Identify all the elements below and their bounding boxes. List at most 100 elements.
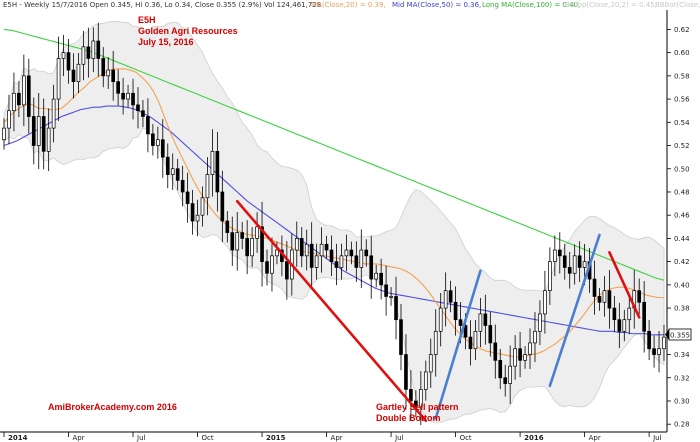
candle-body (438, 307, 443, 332)
y-tick-label: 0.44 (674, 235, 690, 243)
candle-body (190, 203, 195, 222)
candle-body (493, 342, 498, 361)
candle-body (2, 127, 6, 141)
candle-body (443, 290, 448, 309)
candle-body (111, 69, 116, 83)
annotation-date: July 15, 2016 (138, 37, 194, 47)
candle-body (46, 127, 51, 152)
candle-body (364, 249, 369, 257)
candle-body (141, 110, 145, 117)
candle-body (146, 116, 150, 135)
candle-body (324, 243, 329, 251)
candle-body (458, 319, 463, 326)
candle-body (344, 249, 349, 257)
candle-body (557, 249, 562, 257)
candle-body (116, 81, 120, 94)
candle-body (12, 92, 16, 112)
candle-body (642, 301, 646, 332)
candle-body (334, 261, 339, 268)
candle-body (552, 249, 557, 262)
candle-body (612, 307, 617, 321)
candle-body (299, 238, 304, 257)
candle-body (428, 354, 433, 373)
y-tick-label: 0.32 (674, 374, 690, 382)
candle-body (314, 255, 319, 268)
candle-body (369, 255, 374, 280)
header-ma100: Long MA(Close,100) = 0.40, (482, 1, 580, 9)
candle-body (285, 261, 289, 280)
candle-body (647, 330, 651, 350)
x-tick-label: Apr (73, 434, 85, 442)
candle-body (265, 261, 269, 274)
candle-body (250, 238, 254, 257)
candle-body (22, 75, 26, 106)
candle-body (622, 319, 627, 332)
annotation-pattern-2: Double Bottom (376, 413, 441, 423)
candle-body (409, 389, 413, 402)
candle-body (478, 313, 483, 332)
y-tick-label: 0.50 (674, 165, 690, 173)
candle-body (627, 307, 632, 321)
candle-body (637, 290, 642, 303)
candle-body (31, 116, 36, 146)
candle-body (528, 342, 532, 355)
x-tick-label: Oct (202, 434, 214, 442)
header-ma20: MA(Close,20) = 0.39, (311, 1, 386, 9)
x-tick-label: Apr (589, 434, 601, 442)
candle-body (483, 313, 488, 326)
y-tick-label: 0.54 (674, 119, 690, 127)
candle-body (275, 249, 279, 257)
candle-body (523, 354, 527, 361)
header-bbbot: BBBot(Close,20,2) = 0.33 (655, 1, 700, 9)
candle-body (101, 58, 106, 77)
y-tick-label: 0.52 (674, 142, 690, 150)
candle-body (607, 290, 612, 309)
candle-body (121, 92, 125, 100)
price-tag-pointer (665, 329, 669, 340)
candle-body (245, 238, 249, 257)
candle-body (582, 261, 587, 268)
candle-body (384, 284, 388, 297)
candle-body (200, 197, 205, 216)
candle-body (91, 40, 96, 59)
candle-body (71, 69, 76, 83)
candle-body (652, 348, 656, 355)
candle-body (81, 46, 86, 65)
candle-body (7, 110, 11, 129)
ma20-line (3, 68, 664, 358)
candle-body (86, 46, 91, 59)
trendline-blue-3 (548, 233, 601, 388)
bollinger-band-area (3, 20, 665, 424)
y-tick-label: 0.62 (674, 26, 690, 34)
candle-body (185, 191, 190, 204)
candle-body (126, 92, 130, 100)
header-bbtop: BBTop(Close,20,2) = 0.45, (565, 1, 657, 9)
candle-body (220, 191, 225, 222)
candle-body (76, 63, 81, 83)
candle-body (165, 156, 170, 175)
y-tick-label: 0.58 (674, 72, 690, 80)
candle-body (508, 365, 512, 384)
candle-body (339, 255, 344, 268)
candle-body (210, 150, 215, 175)
y-tick-label: 0.48 (674, 188, 690, 196)
bollinger-band (3, 20, 665, 424)
candle-body (488, 325, 493, 344)
ma50-line (3, 105, 664, 336)
candle-body (260, 226, 264, 262)
candle-body (156, 139, 160, 146)
candle-body (26, 75, 31, 117)
price-tag-label: 0.355 (670, 332, 690, 340)
candle-body (136, 104, 140, 112)
candle-body (463, 325, 468, 338)
candle-body (518, 348, 522, 361)
candle-body (423, 371, 428, 390)
candle-body (160, 139, 165, 158)
y-tick-label: 0.34 (674, 351, 690, 359)
x-tick-label: Apr (331, 434, 343, 442)
candle-body (419, 389, 423, 408)
candle-body (597, 296, 602, 303)
candle-body (175, 168, 180, 181)
